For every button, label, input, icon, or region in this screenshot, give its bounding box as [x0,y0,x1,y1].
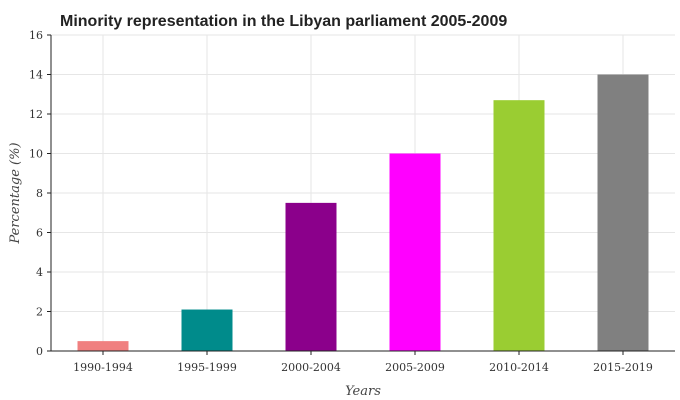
y-axis-ticks: 0 2 4 6 8 10 12 14 16 [29,29,51,358]
y-tick-label: 16 [29,29,43,42]
bar [389,153,441,351]
y-tick-label: 6 [36,227,43,240]
bar [181,309,233,351]
y-tick-label: 4 [36,266,43,279]
x-axis-label: Years [345,384,381,399]
bar [77,341,129,351]
chart-title: Minority representation in the Libyan pa… [60,13,507,30]
bar [597,74,649,351]
y-tick-label: 8 [36,187,43,200]
x-tick-label: 2005-2009 [385,361,445,374]
grid [51,34,675,352]
x-tick-label: 2010-2014 [489,361,549,374]
bar [493,100,545,351]
y-tick-label: 0 [36,345,43,358]
x-tick-label: 2000-2004 [281,361,341,374]
x-axis-ticks: 1990-1994 1995-1999 2000-2004 2005-2009 2010… [73,351,653,374]
y-axis-label: Percentage (%) [8,142,23,244]
x-tick-label: 1990-1994 [73,361,133,374]
x-tick-label: 1995-1999 [177,361,237,374]
bars [77,74,649,351]
bar [285,202,337,351]
y-tick-label: 2 [36,306,43,319]
y-tick-label: 10 [29,148,43,161]
y-tick-label: 14 [29,69,43,82]
x-tick-label: 2015-2019 [593,361,653,374]
y-tick-label: 12 [29,108,43,121]
